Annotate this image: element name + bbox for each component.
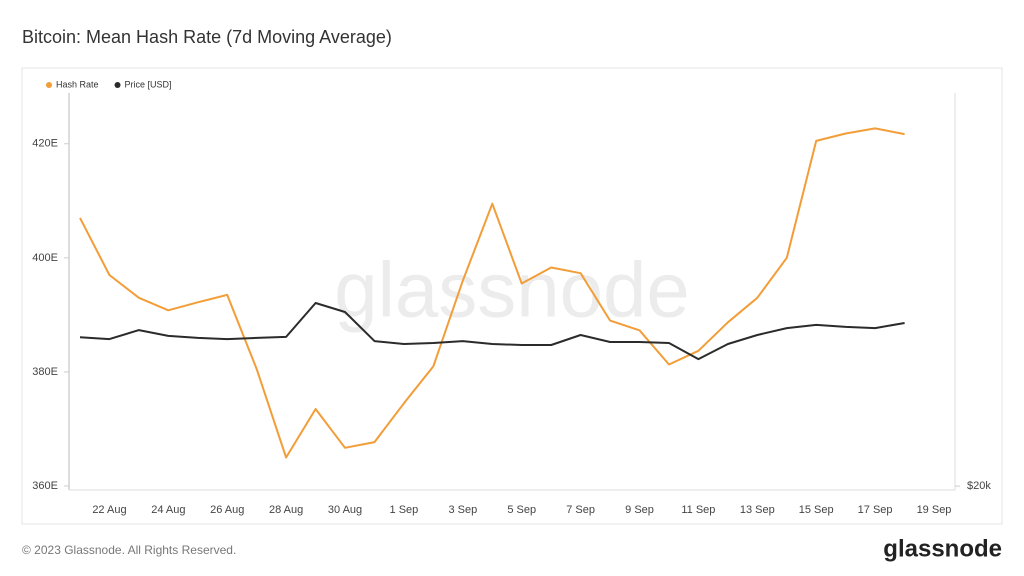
chart-panel <box>21 67 1003 525</box>
y-tick-label: 420E <box>32 138 58 150</box>
x-tick-label: 24 Aug <box>151 504 185 516</box>
x-tick-label: 5 Sep <box>507 504 536 516</box>
chart-title: Bitcoin: Mean Hash Rate (7d Moving Avera… <box>22 27 392 47</box>
y2-tick-label: $20k <box>967 480 991 492</box>
watermark: glassnode <box>334 246 690 334</box>
legend-label: Hash Rate <box>56 79 99 89</box>
x-tick-label: 15 Sep <box>799 504 834 516</box>
series-line <box>79 127 905 459</box>
y-tick-label: 400E <box>32 252 58 264</box>
legend-label: Price [USD] <box>125 79 172 89</box>
y-tick-label: 380E <box>32 366 58 378</box>
x-tick-label: 28 Aug <box>269 504 303 516</box>
copyright: © 2023 Glassnode. All Rights Reserved. <box>22 543 236 557</box>
x-tick-label: 1 Sep <box>390 504 419 516</box>
legend-marker <box>114 82 121 88</box>
y-tick-label: 360E <box>32 480 58 492</box>
logo: glassnode <box>883 535 1002 562</box>
legend-marker <box>46 82 52 88</box>
x-tick-label: 26 Aug <box>210 504 244 516</box>
x-tick-label: 13 Sep <box>740 504 775 516</box>
x-tick-label: 11 Sep <box>681 504 715 516</box>
x-tick-label: 22 Aug <box>92 504 126 516</box>
series-line <box>79 302 905 361</box>
x-tick-label: 30 Aug <box>328 504 362 516</box>
x-tick-label: 17 Sep <box>858 504 893 516</box>
x-tick-label: 3 Sep <box>448 504 477 516</box>
x-tick-label: 9 Sep <box>625 504 654 516</box>
x-tick-label: 19 Sep <box>917 504 952 516</box>
x-tick-label: 7 Sep <box>566 504 595 516</box>
